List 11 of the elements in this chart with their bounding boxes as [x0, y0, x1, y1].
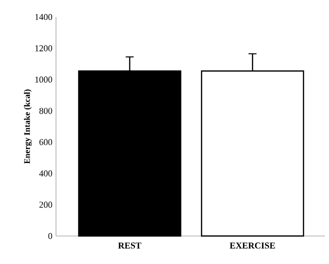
y-axis-title: Energy Intake (kcal) — [24, 89, 32, 164]
y-tick-label: 400 — [39, 170, 52, 176]
y-tick-label: 200 — [39, 202, 52, 208]
y-tick-label: 0 — [48, 232, 52, 240]
y-tick-label: 1200 — [35, 45, 52, 52]
x-tick-label: EXERCISE — [230, 242, 275, 249]
y-tick-label: 1000 — [35, 76, 52, 83]
y-tick-label: 800 — [39, 108, 52, 114]
y-tick-label: 1400 — [35, 14, 52, 20]
x-tick-label: REST — [118, 242, 142, 249]
y-tick-label: 600 — [39, 139, 52, 146]
